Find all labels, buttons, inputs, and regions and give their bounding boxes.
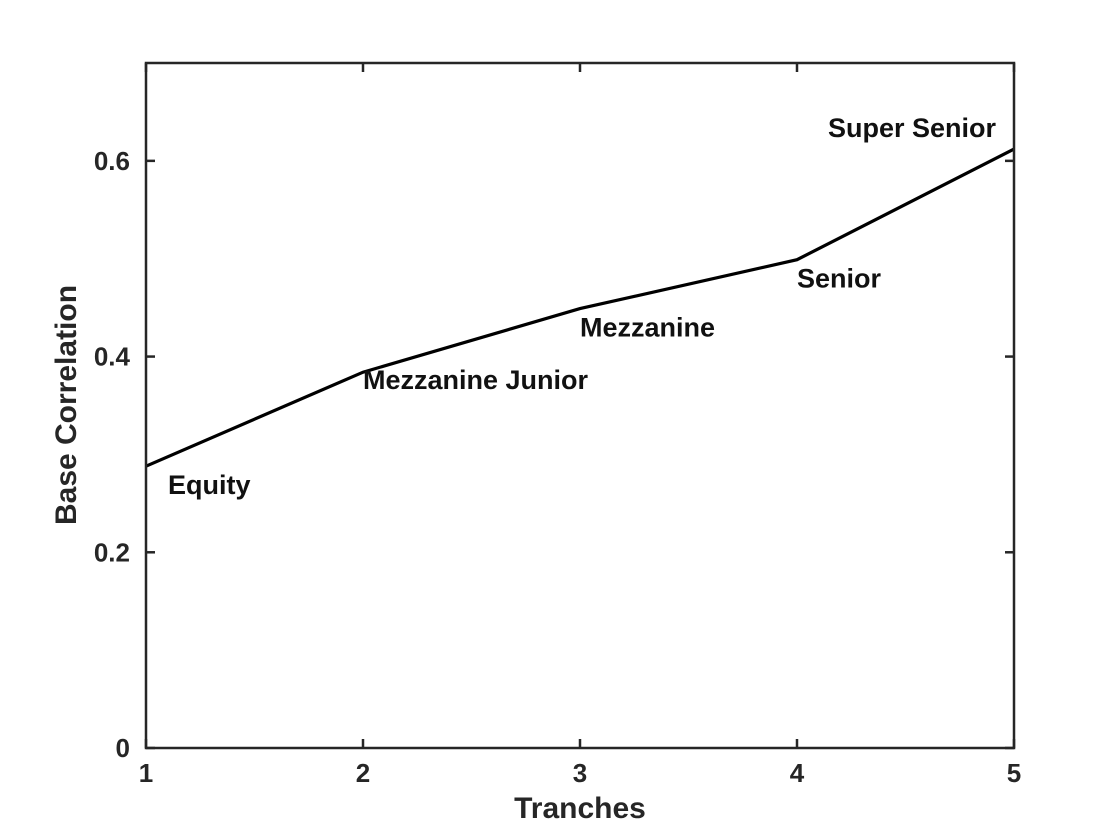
x-tick-label: 3 <box>573 758 587 788</box>
x-tick-label: 5 <box>1007 758 1021 788</box>
annotation-label: Equity <box>168 470 251 500</box>
x-tick-label: 4 <box>790 758 805 788</box>
y-tick-label: 0 <box>116 733 130 763</box>
annotation-label: Mezzanine <box>580 313 715 343</box>
x-tick-labels: 1 2 3 4 5 <box>139 758 1021 788</box>
plot-area <box>146 63 1014 748</box>
y-tick-labels: 0 0.2 0.4 0.6 <box>94 146 131 763</box>
y-tick-label: 0.2 <box>94 537 130 567</box>
x-tick-label: 2 <box>356 758 370 788</box>
x-axis-title: Tranches <box>514 792 646 825</box>
x-tick-label: 1 <box>139 758 153 788</box>
annotation-label: Mezzanine Junior <box>363 365 589 395</box>
y-axis-title: Base Correlation <box>50 285 83 525</box>
annotation-label: Senior <box>797 264 882 294</box>
series-group <box>145 147 1015 468</box>
annotations-group: Equity Mezzanine Junior Mezzanine Senior Sup… <box>168 113 996 500</box>
y-tick-label: 0.6 <box>94 146 130 176</box>
axes-box <box>144 61 1016 750</box>
annotation-label: Super Senior <box>828 113 997 143</box>
series-line <box>145 147 1015 468</box>
y-tick-label: 0.4 <box>94 342 131 372</box>
